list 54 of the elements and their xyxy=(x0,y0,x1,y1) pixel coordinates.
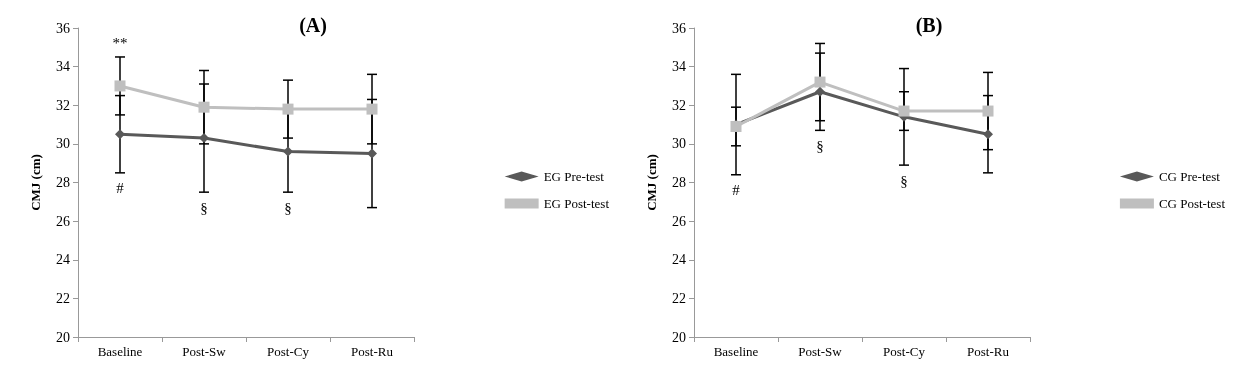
point xyxy=(114,80,126,92)
x-tick-label: Post-Ru xyxy=(351,344,394,359)
x-tick-label: Baseline xyxy=(97,344,143,359)
y-axis-title: CMJ (cm) xyxy=(28,154,43,211)
y-tick-label: 34 xyxy=(56,59,70,75)
y-axis-title: CMJ (cm) xyxy=(644,154,659,211)
x-tick-label: Post-Cy xyxy=(883,344,926,359)
x-tick-label: Baseline xyxy=(713,344,759,359)
annotation: # xyxy=(732,182,741,199)
point xyxy=(366,103,378,115)
chart-title: (B) xyxy=(915,14,943,37)
annotation: § xyxy=(200,199,208,216)
x-tick-label: Post-Ru xyxy=(967,344,1010,359)
annotation: § xyxy=(284,199,292,216)
point xyxy=(283,146,293,157)
point xyxy=(367,148,377,159)
y-tick-label: 26 xyxy=(56,213,70,229)
point xyxy=(198,101,210,113)
point xyxy=(815,86,825,97)
y-tick-label: 20 xyxy=(672,329,686,345)
annotation: § xyxy=(900,172,908,189)
y-tick-label: 26 xyxy=(672,213,686,229)
y-tick-label: 28 xyxy=(672,175,686,190)
legend-label: EG Post-test xyxy=(543,196,610,211)
annotation: # xyxy=(116,180,125,197)
annotation: ** xyxy=(112,35,128,52)
y-tick-label: 22 xyxy=(672,290,686,306)
y-tick-label: 32 xyxy=(56,97,70,113)
y-tick-label: 36 xyxy=(672,20,686,36)
point xyxy=(814,76,826,88)
point xyxy=(983,129,993,140)
annotation: § xyxy=(816,137,824,154)
point xyxy=(199,133,209,144)
y-tick-label: 24 xyxy=(56,252,70,268)
y-tick-label: 28 xyxy=(56,175,70,190)
y-tick-label: 32 xyxy=(672,97,686,113)
legend-label: CG Post-test xyxy=(1158,196,1226,211)
point xyxy=(898,105,910,117)
y-tick-label: 30 xyxy=(672,136,686,152)
y-tick-label: 22 xyxy=(56,290,70,306)
point xyxy=(282,103,294,115)
y-tick-label: 24 xyxy=(672,252,686,268)
point xyxy=(982,105,994,117)
y-tick-label: 34 xyxy=(672,59,686,75)
legend-label: CG Pre-test xyxy=(1158,169,1221,184)
chart-title: (A) xyxy=(299,14,327,37)
y-tick-label: 36 xyxy=(56,20,70,36)
x-tick-label: Post-Cy xyxy=(267,344,310,359)
x-tick-label: Post-Sw xyxy=(798,344,843,359)
x-tick-label: Post-Sw xyxy=(182,344,227,359)
point xyxy=(115,129,125,140)
y-tick-label: 30 xyxy=(56,136,70,152)
y-tick-label: 20 xyxy=(56,329,70,345)
legend-label: EG Pre-test xyxy=(543,169,605,184)
